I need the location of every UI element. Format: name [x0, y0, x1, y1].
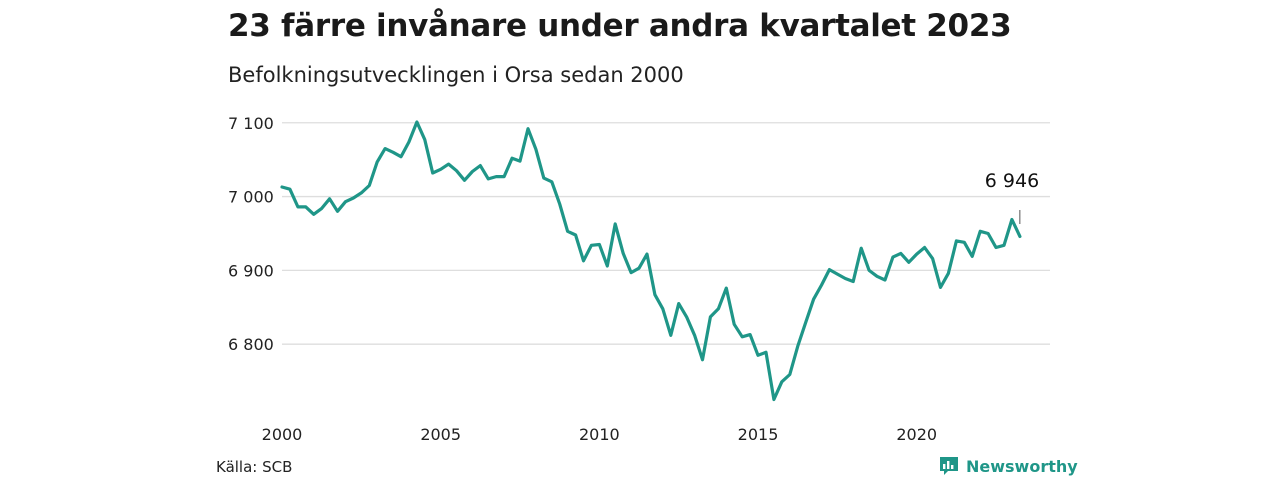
x-tick-label: 2020	[896, 425, 937, 444]
x-tick-label: 2010	[579, 425, 620, 444]
newsworthy-logo-icon	[940, 457, 958, 475]
x-tick-label: 2005	[420, 425, 461, 444]
y-tick-label: 6 800	[228, 335, 274, 354]
y-tick-label: 7 100	[228, 114, 274, 133]
chart-title: 23 färre invånare under andra kvartalet …	[228, 8, 1012, 44]
end-value-label: 6 946	[985, 170, 1039, 192]
brand-logo[interactable]: Newsworthy	[938, 455, 1078, 477]
y-tick-label: 7 000	[228, 188, 274, 207]
chart-subtitle: Befolkningsutvecklingen i Orsa sedan 200…	[228, 63, 684, 87]
x-tick-label: 2015	[738, 425, 779, 444]
y-tick-label: 6 900	[228, 261, 274, 280]
series-line	[280, 120, 1022, 402]
brand-name: Newsworthy	[966, 456, 1078, 476]
source-note: Källa: SCB	[216, 458, 293, 476]
x-tick-label: 2000	[262, 425, 303, 444]
